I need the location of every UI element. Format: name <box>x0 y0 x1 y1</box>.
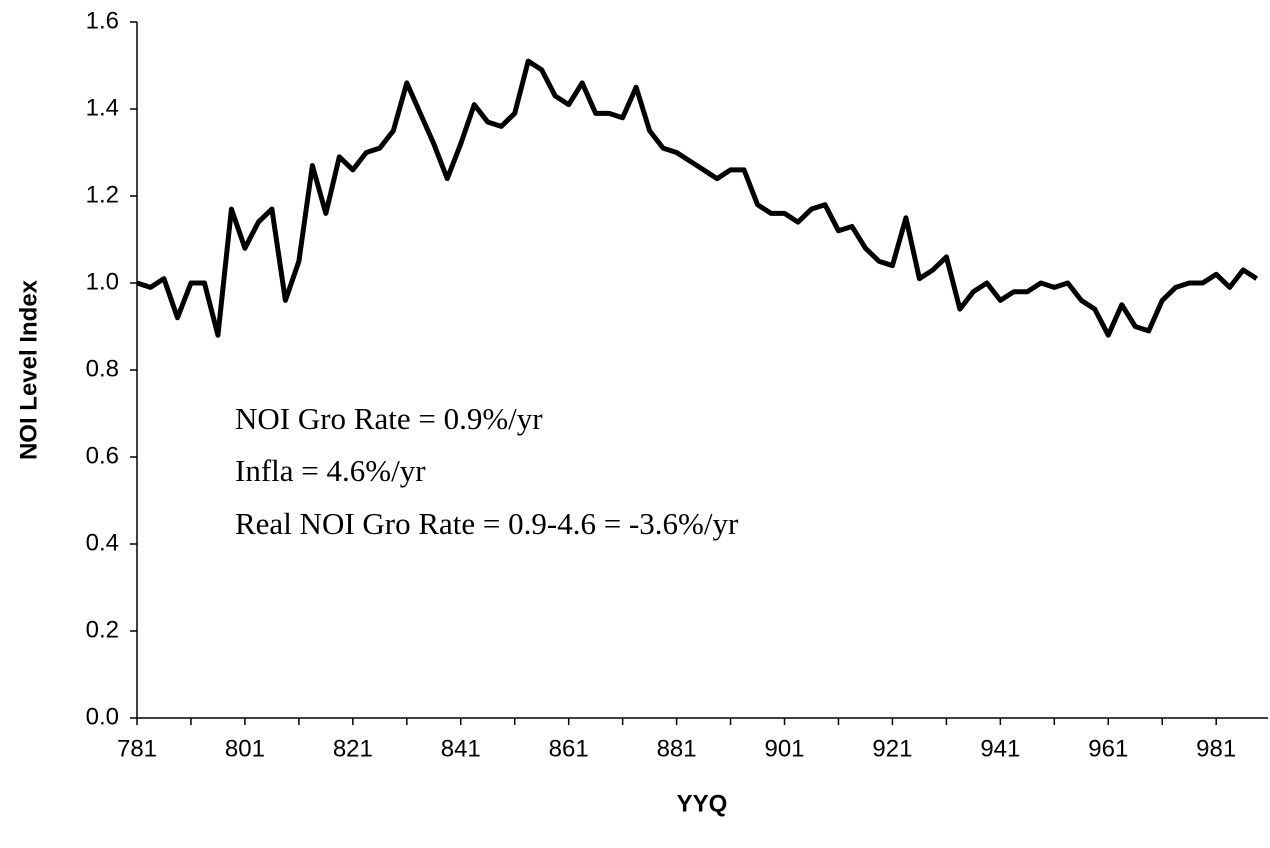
y-tick-label: 1.2 <box>86 181 119 208</box>
line-series <box>136 58 1259 338</box>
annotation: Real NOI Gro Rate = 0.9-4.6 = -3.6%/yr <box>235 506 739 541</box>
x-tick-label: 801 <box>225 735 265 762</box>
x-tick-label: 781 <box>117 735 157 762</box>
annotation: Infla = 4.6%/yr <box>235 453 426 488</box>
y-tick-label: 0.2 <box>86 616 119 643</box>
x-tick-label: 821 <box>333 735 373 762</box>
y-tick-label: 1.6 <box>86 7 119 34</box>
y-tick-label: 0.0 <box>86 703 119 730</box>
x-tick-label: 921 <box>872 735 912 762</box>
y-tick-label: 0.8 <box>86 355 119 382</box>
y-tick-label: 0.4 <box>86 529 119 556</box>
x-tick-label: 981 <box>1196 735 1236 762</box>
y-tick-label: 1.4 <box>86 94 119 121</box>
x-tick-label: 881 <box>657 735 697 762</box>
x-tick-label: 901 <box>764 735 804 762</box>
y-tick-label: 1.0 <box>86 268 119 295</box>
y-axis-title: NOI Level Index <box>15 279 42 460</box>
x-tick-label: 961 <box>1088 735 1128 762</box>
y-tick-label: 0.6 <box>86 442 119 469</box>
x-tick-label: 941 <box>980 735 1020 762</box>
x-tick-label: 841 <box>441 735 481 762</box>
x-tick-label: 861 <box>549 735 589 762</box>
annotation: NOI Gro Rate = 0.9%/yr <box>235 401 543 436</box>
x-axis-title: YYQ <box>677 790 728 817</box>
